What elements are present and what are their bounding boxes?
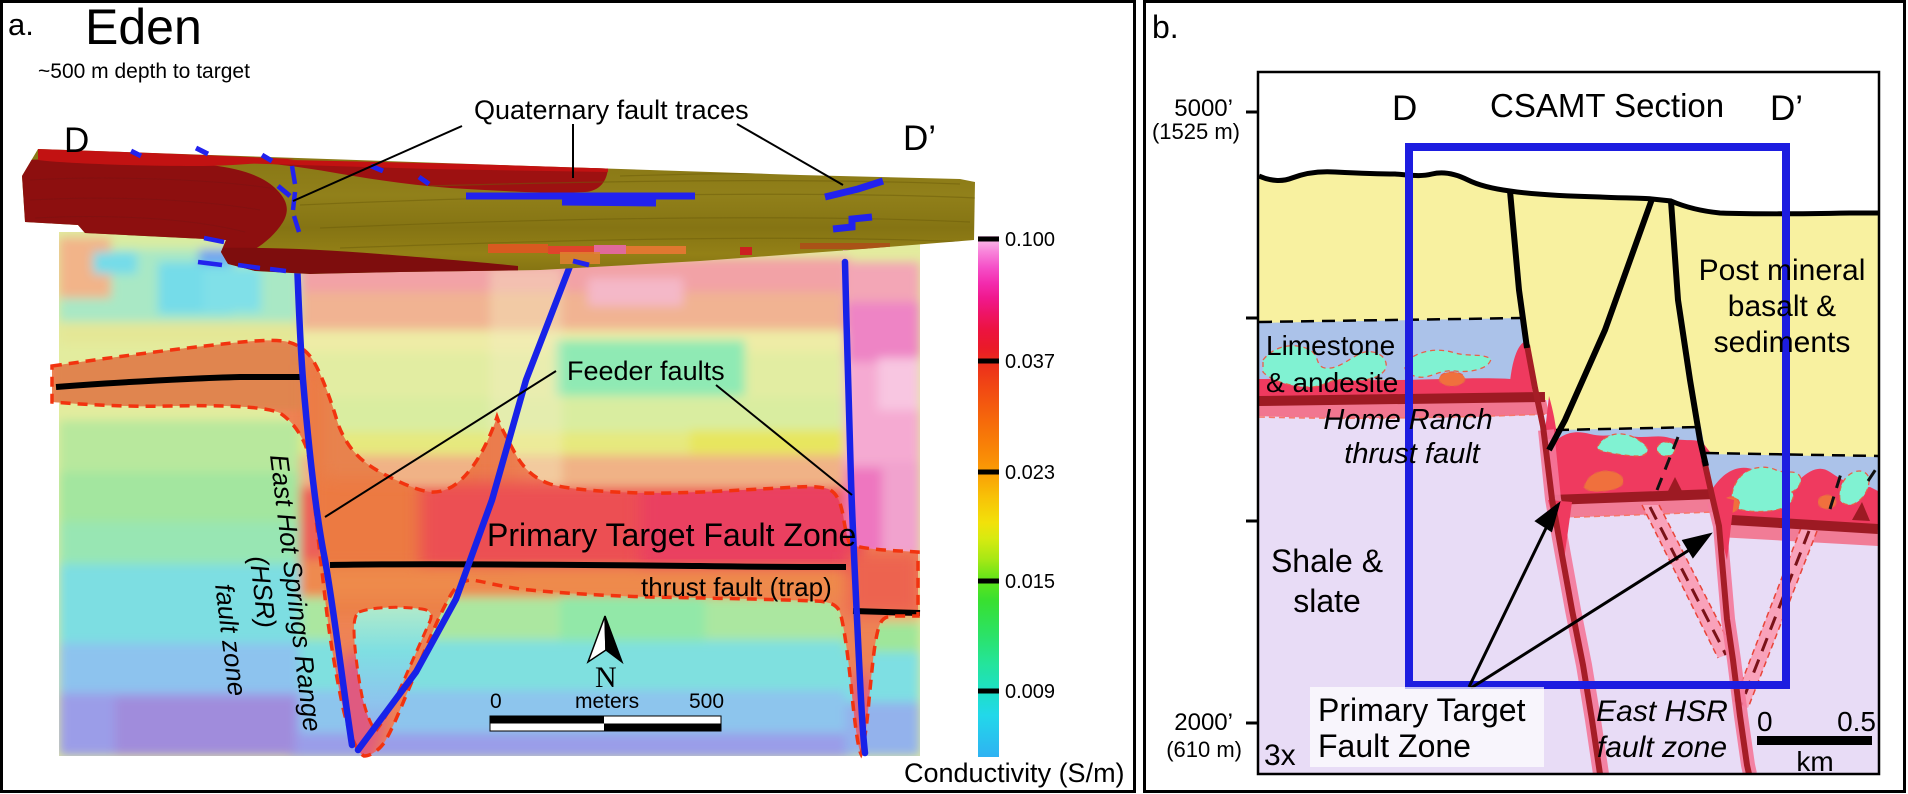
svg-text:Quaternary fault traces: Quaternary fault traces (474, 95, 749, 125)
svg-text:thrust fault (trap): thrust fault (trap) (641, 572, 832, 602)
svg-text:~500 m depth to target: ~500 m depth to target (38, 60, 250, 83)
svg-text:thrust fault: thrust fault (1344, 438, 1481, 470)
svg-text:0.015: 0.015 (1005, 571, 1055, 593)
svg-text:Primary Target Fault Zone: Primary Target Fault Zone (487, 517, 856, 553)
svg-text:Primary Target: Primary Target (1318, 692, 1526, 728)
svg-text:East HSR: East HSR (1596, 695, 1728, 728)
svg-text:(610 m): (610 m) (1166, 737, 1242, 762)
svg-text:0.100: 0.100 (1005, 229, 1055, 251)
svg-text:0.5: 0.5 (1837, 706, 1876, 737)
svg-text:fault zone: fault zone (1597, 731, 1727, 764)
svg-text:0.023: 0.023 (1005, 462, 1055, 484)
svg-text:meters: meters (575, 690, 639, 713)
svg-text:basalt &: basalt & (1728, 290, 1836, 323)
svg-text:D: D (1392, 89, 1417, 128)
svg-text:b.: b. (1152, 9, 1179, 45)
svg-text:slate: slate (1293, 583, 1361, 619)
svg-text:N: N (595, 661, 617, 694)
svg-text:0.037: 0.037 (1005, 351, 1055, 373)
svg-text:D: D (64, 121, 89, 160)
svg-text:2000’: 2000’ (1174, 709, 1233, 736)
svg-text:0: 0 (490, 690, 502, 713)
svg-text:CSAMT Section: CSAMT Section (1490, 87, 1724, 124)
svg-text:Home Ranch: Home Ranch (1323, 404, 1492, 436)
svg-text:0.009: 0.009 (1005, 681, 1055, 703)
svg-text:sediments: sediments (1714, 326, 1851, 359)
svg-text:Conductivity (S/m): Conductivity (S/m) (904, 758, 1125, 788)
svg-text:& andesite: & andesite (1266, 367, 1398, 398)
svg-text:Post mineral: Post mineral (1699, 254, 1866, 287)
svg-text:Feeder faults: Feeder faults (567, 356, 725, 386)
svg-text:Fault Zone: Fault Zone (1318, 728, 1471, 764)
svg-text:D’: D’ (1770, 89, 1803, 128)
svg-text:km: km (1796, 746, 1833, 777)
svg-text:(1525 m): (1525 m) (1152, 119, 1240, 144)
svg-text:D’: D’ (903, 119, 936, 158)
svg-text:Eden: Eden (85, 0, 202, 55)
svg-text:a.: a. (8, 7, 34, 42)
svg-text:3x: 3x (1264, 739, 1296, 772)
svg-text:5000’: 5000’ (1174, 95, 1233, 122)
svg-text:0: 0 (1757, 706, 1773, 737)
svg-text:Shale &: Shale & (1271, 543, 1383, 579)
svg-text:500: 500 (689, 690, 724, 713)
svg-text:Limestone: Limestone (1266, 330, 1395, 361)
